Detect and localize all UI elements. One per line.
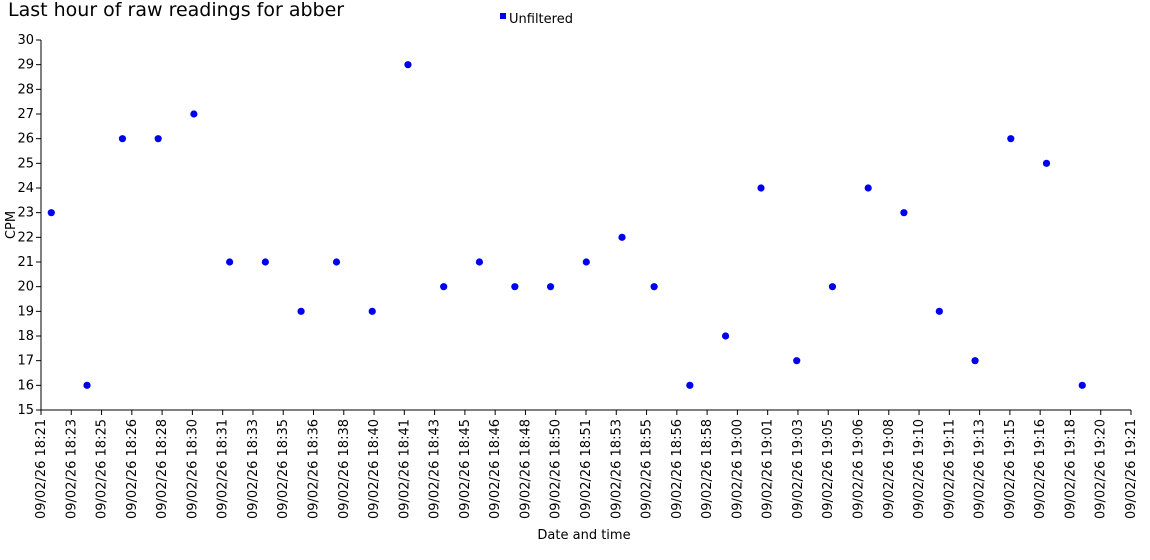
x-tick-label: 09/02/26 19:10 [912, 419, 927, 519]
x-tick-label: 09/02/26 19:03 [791, 419, 806, 519]
y-tick-label: 30 [17, 33, 34, 48]
x-tick-label: 09/02/26 18:50 [549, 419, 564, 519]
y-tick-label: 21 [17, 255, 34, 270]
x-tick-label: 09/02/26 18:38 [337, 419, 352, 519]
x-tick-label: 09/02/26 18:41 [397, 419, 412, 519]
x-tick-label: 09/02/26 18:55 [640, 419, 655, 519]
x-tick-label: 09/02/26 19:00 [730, 419, 745, 519]
y-tick-label: 17 [17, 354, 34, 369]
data-point [864, 184, 872, 192]
data-point [118, 135, 127, 143]
data-point [475, 258, 484, 266]
x-tick-label: 09/02/26 19:11 [942, 419, 957, 519]
data-point [190, 110, 198, 118]
chart-title: Last hour of raw readings for abber [8, 0, 344, 21]
x-tick-label: 09/02/26 19:20 [1094, 419, 1109, 519]
legend-label-unfiltered: Unfiltered [509, 12, 573, 27]
legend-swatch-unfiltered [500, 13, 506, 19]
y-tick-label: 19 [17, 304, 34, 319]
data-point [154, 135, 162, 143]
data-point [261, 258, 269, 266]
x-tick-label: 09/02/26 18:35 [276, 419, 291, 519]
x-tick-label: 09/02/26 18:45 [458, 419, 473, 519]
x-tick-label: 09/02/26 19:08 [882, 419, 897, 519]
data-point [582, 258, 590, 266]
y-tick-label: 26 [17, 132, 34, 147]
data-point [226, 258, 234, 266]
data-point [686, 381, 694, 389]
x-tick-label: 09/02/26 18:33 [246, 419, 261, 519]
data-point [757, 184, 765, 192]
x-tick-label: 09/02/26 18:56 [670, 419, 685, 519]
y-tick-label: 29 [17, 58, 34, 73]
x-tick-label: 09/02/26 18:46 [488, 419, 503, 519]
data-point [935, 307, 943, 315]
data-point [404, 61, 412, 69]
x-axis-label: Date and time [537, 528, 630, 543]
data-point [971, 357, 979, 365]
x-tick-label: 09/02/26 19:13 [973, 419, 988, 519]
x-tick-label: 09/02/26 18:48 [518, 419, 533, 519]
data-points [47, 61, 1086, 389]
data-point [650, 283, 658, 291]
data-point [297, 307, 305, 315]
y-tick-label: 23 [17, 206, 34, 221]
x-tick-label: 09/02/26 18:58 [700, 419, 715, 519]
data-point [900, 209, 908, 217]
y-axis: 15 16 17 18 19 20 21 22 23 24 25 26 27 28 29 30 [17, 33, 42, 418]
x-tick-label: 09/02/26 18:36 [307, 419, 322, 519]
x-tick-label: 09/02/26 18:51 [579, 419, 594, 519]
y-tick-label: 18 [17, 329, 34, 344]
data-point [546, 283, 555, 291]
x-tick-label: 09/02/26 18:40 [367, 419, 382, 519]
data-point [721, 332, 730, 340]
x-tick-label: 09/02/26 19:06 [852, 419, 867, 519]
x-tick-label: 09/02/26 18:21 [34, 419, 49, 519]
x-tick-label: 09/02/26 19:18 [1063, 419, 1078, 519]
y-tick-label: 24 [17, 181, 34, 196]
data-point [368, 307, 376, 315]
x-tick-label: 09/02/26 19:15 [1003, 419, 1018, 519]
y-tick-label: 15 [17, 403, 34, 418]
x-axis: 09/02/26 18:21 09/02/26 18:23 09/02/26 18:… [34, 409, 1139, 519]
data-point [1078, 381, 1086, 389]
y-tick-label: 20 [17, 280, 34, 295]
data-point [1007, 135, 1015, 143]
data-point [47, 209, 55, 217]
x-tick-label: 09/02/26 18:23 [64, 419, 79, 519]
data-point [828, 283, 837, 291]
y-tick-label: 25 [17, 156, 34, 171]
x-tick-label: 09/02/26 18:28 [155, 419, 170, 519]
x-tick-label: 09/02/26 18:26 [125, 419, 140, 519]
x-tick-label: 09/02/26 19:21 [1124, 419, 1139, 519]
data-point [83, 381, 91, 389]
x-tick-label: 09/02/26 19:16 [1033, 419, 1048, 519]
x-tick-label: 09/02/26 18:43 [428, 419, 443, 519]
y-tick-label: 27 [17, 107, 34, 122]
x-tick-label: 09/02/26 19:05 [821, 419, 836, 519]
data-point [440, 283, 448, 291]
y-tick-label: 22 [17, 230, 34, 245]
data-point [618, 233, 626, 241]
data-point [332, 258, 341, 266]
y-axis-label: CPM [4, 211, 19, 239]
y-tick-label: 16 [17, 378, 34, 393]
x-tick-label: 09/02/26 18:31 [216, 419, 231, 519]
y-tick-label: 28 [17, 82, 34, 97]
legend: Unfiltered [500, 12, 573, 27]
data-point [793, 357, 801, 365]
x-tick-label: 09/02/26 19:01 [761, 419, 776, 519]
x-tick-label: 09/02/26 18:25 [95, 419, 110, 519]
data-point [1042, 159, 1051, 167]
x-tick-label: 09/02/26 18:30 [185, 419, 200, 519]
data-point [511, 283, 519, 291]
x-tick-label: 09/02/26 18:53 [609, 419, 624, 519]
